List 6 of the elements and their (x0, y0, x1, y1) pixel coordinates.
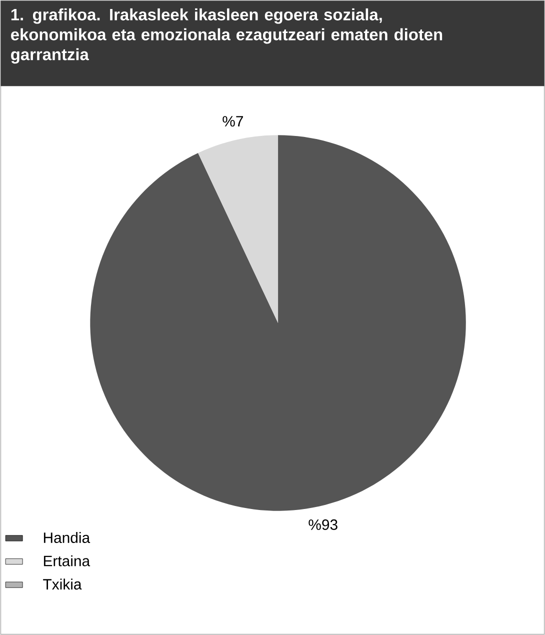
legend-label: Txikia (43, 578, 82, 590)
chart-title: 1. grafikoa. Irakasleek ikasleen egoera soziala, ekonomikoa eta emozionala ezagutzeari ematen dioten garrantzia (11, 8, 442, 64)
legend-label: Handia (44, 532, 90, 544)
data-label: %7 (222, 116, 243, 127)
data-label: %93 (308, 519, 338, 530)
legend-label: Ertaina (44, 555, 90, 566)
